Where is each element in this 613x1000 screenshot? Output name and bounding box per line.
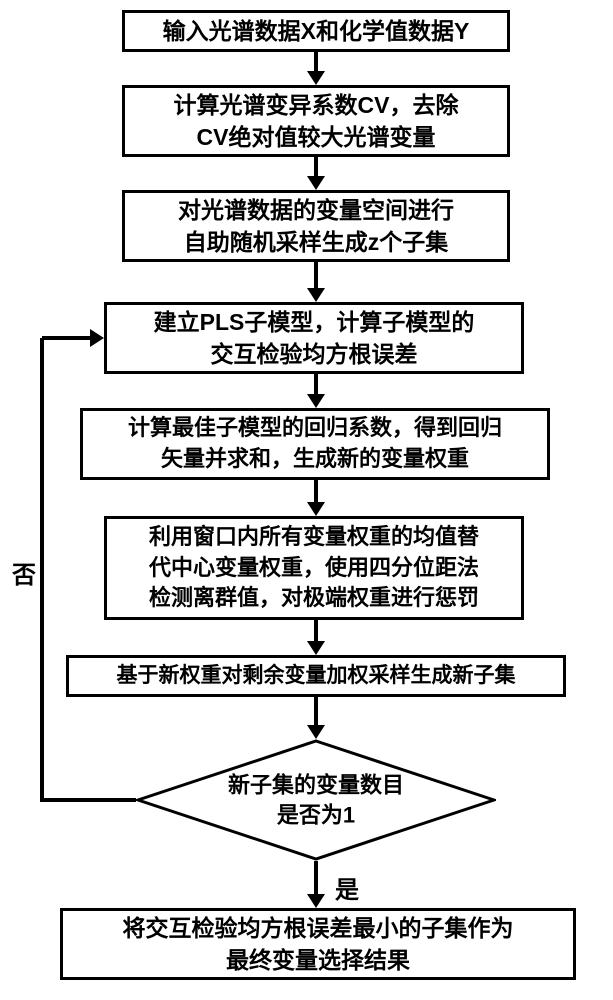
label-no: 否	[12, 555, 36, 590]
box-text: 计算光谱变异系数CV，去除 CV绝对值较大光谱变量	[174, 89, 459, 153]
arrow-3-head	[307, 394, 325, 408]
diamond-text: 新子集的变量数目 是否为1	[136, 770, 496, 829]
flowchart-box-n5: 计算最佳子模型的回归系数，得到回归 矢量并求和，生成新的变量权重	[80, 408, 550, 480]
label-yes: 是	[335, 870, 359, 905]
flowchart-box-n6: 利用窗口内所有变量权重的均值替 代中心变量权重，使用四分位距法 检测离群值，对极…	[104, 516, 524, 620]
decision-diamond: 新子集的变量数目 是否为1	[136, 739, 496, 861]
flowchart-box-n3: 对光谱数据的变量空间进行 自助随机采样生成z个子集	[122, 190, 510, 262]
flowchart-box-n4: 建立PLS子模型，计算子模型的 交互检验均方根误差	[104, 302, 524, 374]
arrow-5-line	[314, 620, 318, 643]
arrow-1-line	[314, 157, 318, 178]
arrow-6-head	[307, 725, 325, 739]
arrow-1-head	[307, 176, 325, 190]
box-text: 计算最佳子模型的回归系数，得到回归 矢量并求和，生成新的变量权重	[128, 413, 502, 475]
arrow-3-line	[314, 374, 318, 396]
flowchart-box-n1: 输入光谱数据X和化学值数据Y	[122, 10, 510, 52]
box-text: 建立PLS子模型，计算子模型的 交互检验均方根误差	[154, 306, 475, 370]
arrow-7-line	[314, 861, 318, 896]
arrow-0-line	[314, 52, 318, 73]
loop-seg-1	[42, 798, 136, 802]
arrow-4-line	[314, 480, 318, 504]
box-text: 输入光谱数据X和化学值数据Y	[163, 15, 470, 47]
box-text: 将交互检验均方根误差最小的子集作为 最终变量选择结果	[123, 912, 514, 976]
arrow-4-head	[307, 502, 325, 516]
arrow-5-head	[307, 641, 325, 655]
box-text: 利用窗口内所有变量权重的均值替 代中心变量权重，使用四分位距法 检测离群值，对极…	[149, 522, 479, 614]
loop-head	[90, 329, 104, 347]
flowchart-box-n2: 计算光谱变异系数CV，去除 CV绝对值较大光谱变量	[122, 85, 510, 157]
arrow-2-head	[307, 288, 325, 302]
arrow-6-line	[314, 697, 318, 727]
loop-seg-3	[42, 336, 92, 340]
arrow-7-head	[307, 894, 325, 908]
box-text: 对光谱数据的变量空间进行 自助随机采样生成z个子集	[178, 194, 454, 258]
flowchart-box-n7: 基于新权重对剩余变量加权采样生成新子集	[66, 655, 566, 697]
loop-seg-2	[40, 338, 44, 802]
box-text: 基于新权重对剩余变量加权采样生成新子集	[117, 661, 516, 690]
flowchart-box-n9: 将交互检验均方根误差最小的子集作为 最终变量选择结果	[60, 908, 576, 980]
arrow-0-head	[307, 71, 325, 85]
arrow-2-line	[314, 262, 318, 290]
